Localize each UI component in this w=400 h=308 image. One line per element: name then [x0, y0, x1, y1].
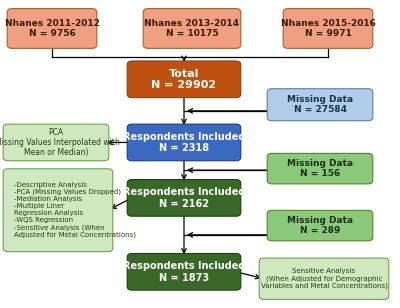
Text: Respondents Included
N = 1873: Respondents Included N = 1873: [123, 261, 245, 283]
Text: Respondents Included
N = 2318: Respondents Included N = 2318: [123, 132, 245, 153]
FancyBboxPatch shape: [259, 258, 389, 299]
Text: Missing Data
N = 289: Missing Data N = 289: [287, 216, 353, 235]
Text: Missing Data
N = 27584: Missing Data N = 27584: [287, 95, 353, 114]
FancyBboxPatch shape: [3, 169, 113, 252]
Text: Missing Data
N = 156: Missing Data N = 156: [287, 159, 353, 178]
FancyBboxPatch shape: [267, 210, 373, 241]
Text: Sensitive Analysis
(When Adjusted for Demographic
Variables and Metal Concentrat: Sensitive Analysis (When Adjusted for De…: [260, 268, 388, 289]
FancyBboxPatch shape: [143, 9, 241, 48]
Text: Nhanes 2013-2014
N = 10175: Nhanes 2013-2014 N = 10175: [144, 19, 240, 38]
Text: Total
N = 29902: Total N = 29902: [152, 68, 216, 90]
FancyBboxPatch shape: [267, 153, 373, 184]
FancyBboxPatch shape: [283, 9, 373, 48]
Text: -Descriptive Analysis
-PCA (Missing Values Dropped)
-Mediation Analysis
-Multipl: -Descriptive Analysis -PCA (Missing Valu…: [14, 182, 136, 238]
Text: Nhanes 2015-2016
N = 9971: Nhanes 2015-2016 N = 9971: [280, 19, 376, 38]
FancyBboxPatch shape: [267, 89, 373, 121]
FancyBboxPatch shape: [127, 61, 241, 98]
FancyBboxPatch shape: [127, 253, 241, 290]
FancyBboxPatch shape: [127, 124, 241, 161]
Text: Respondents Included
N = 2162: Respondents Included N = 2162: [123, 187, 245, 209]
FancyBboxPatch shape: [3, 124, 109, 161]
FancyBboxPatch shape: [7, 9, 97, 48]
Text: PCA
(Missing Values Interpolated with
Mean or Median): PCA (Missing Values Interpolated with Me…: [0, 128, 120, 157]
Text: Nhanes 2011-2012
N = 9756: Nhanes 2011-2012 N = 9756: [4, 19, 100, 38]
FancyBboxPatch shape: [127, 180, 241, 216]
